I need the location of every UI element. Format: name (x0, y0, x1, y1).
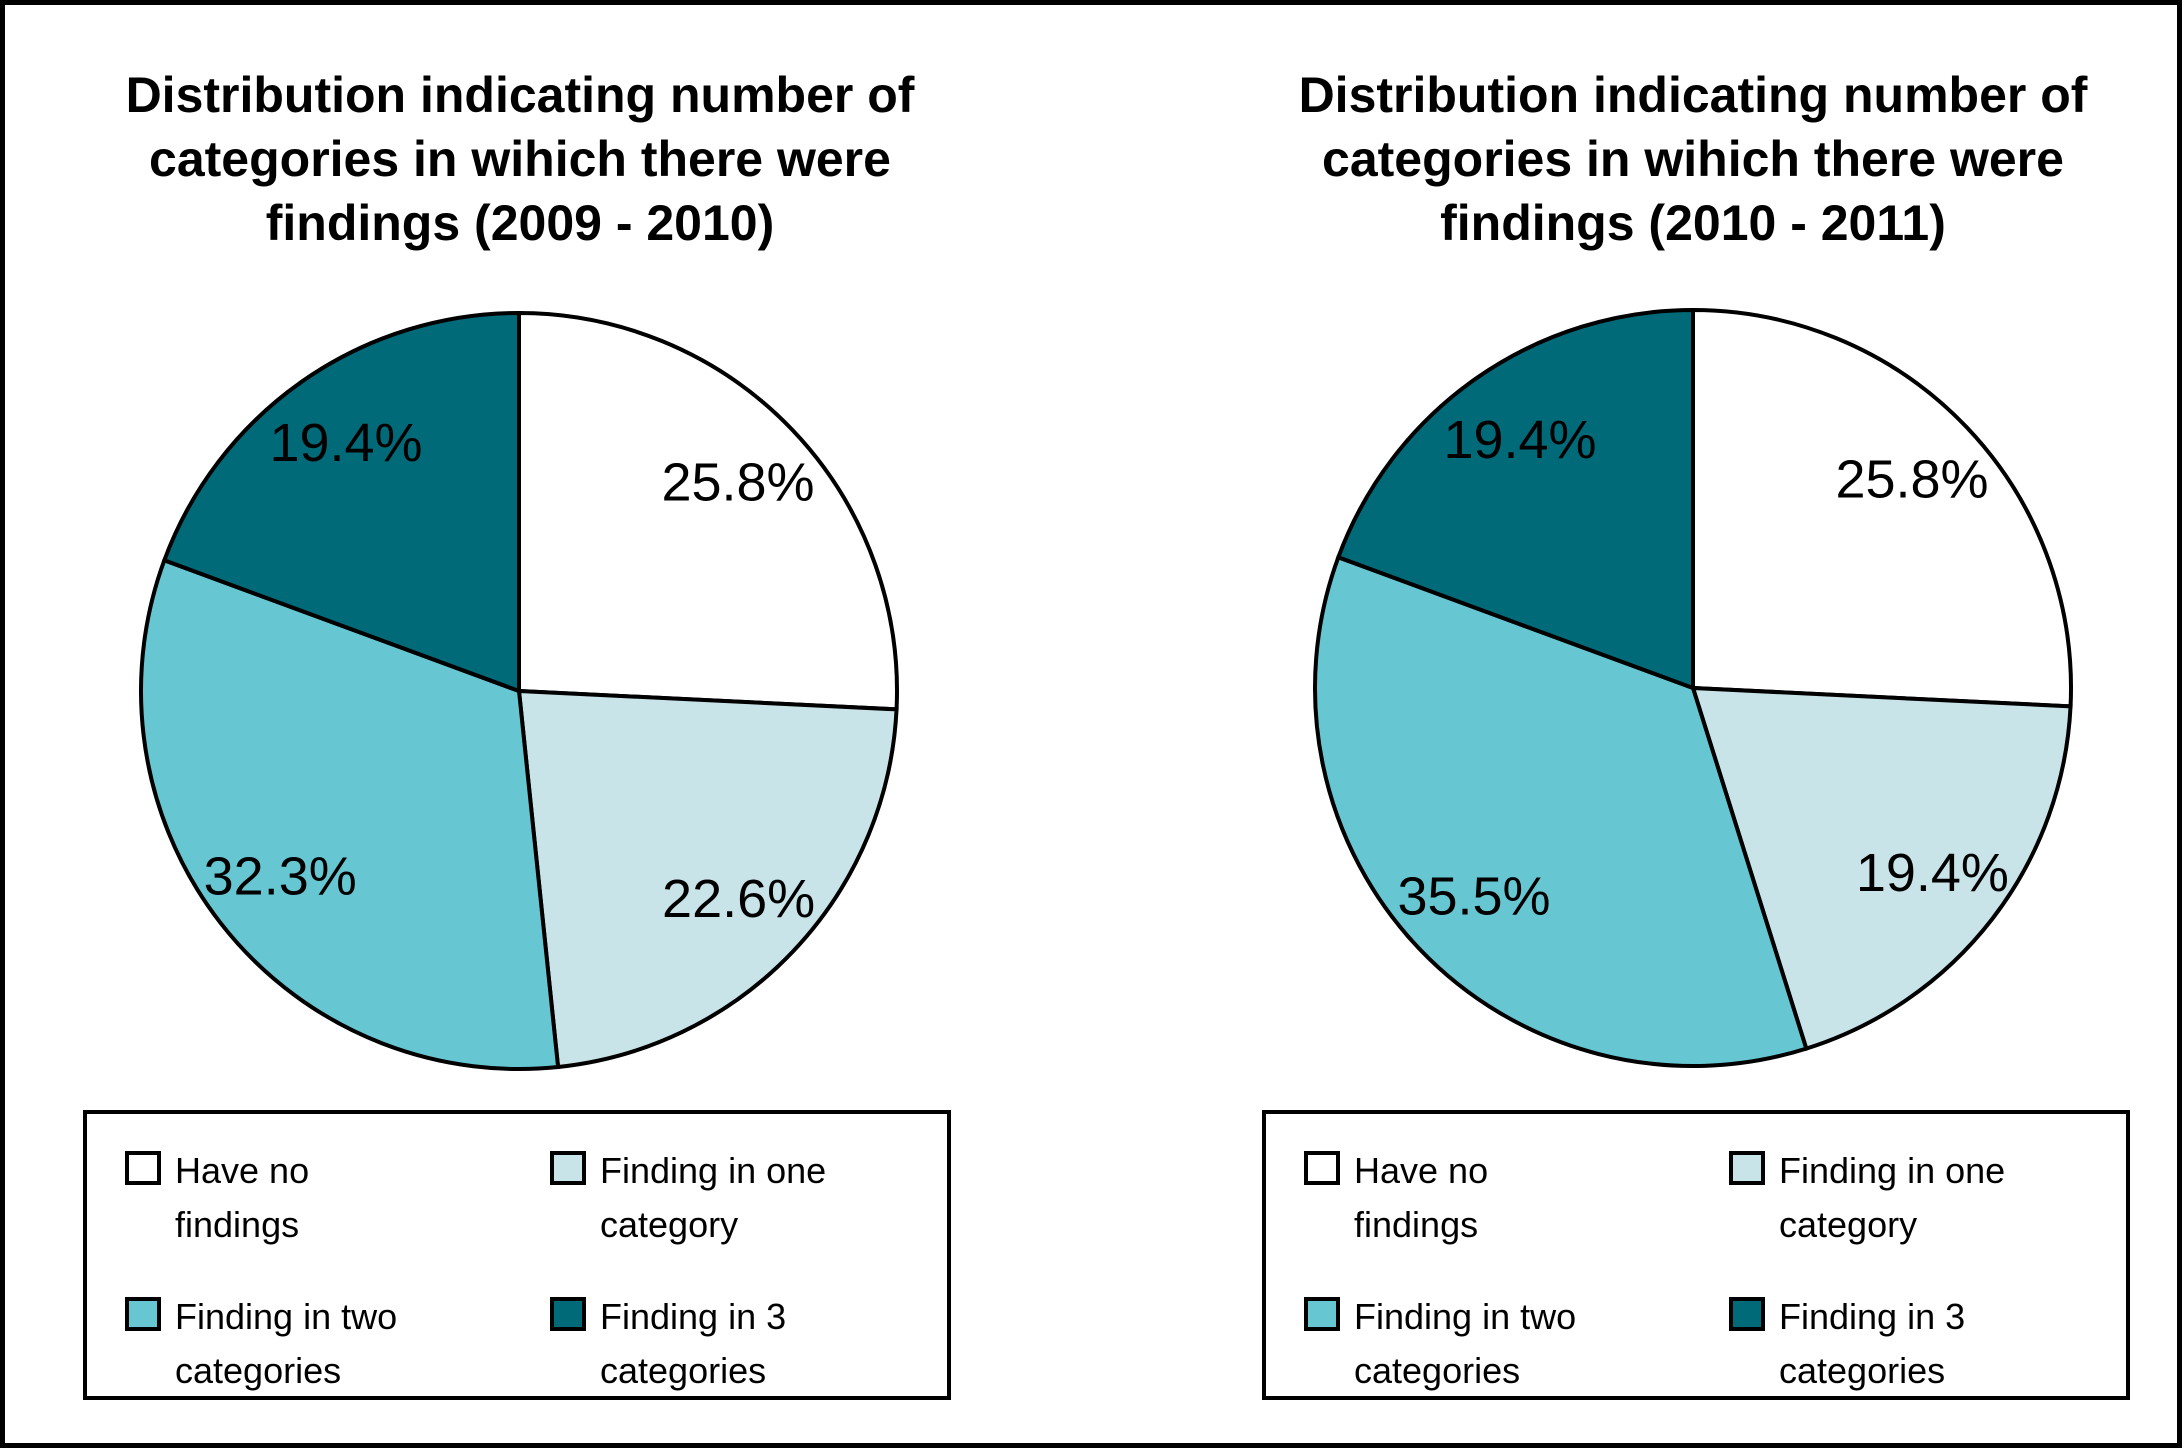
slice-percent-label: 32.3% (204, 847, 357, 907)
chart-title-line: categories in wihich there were (149, 131, 891, 187)
legend-label-line: category (600, 1204, 739, 1245)
legend-item: Finding in 3 categories (550, 1290, 937, 1398)
pie-slice (1690, 685, 2073, 1052)
chart-title-line: Distribution indicating number of (1298, 67, 2088, 123)
pie-chart-left-svg: 25.8% 22.6% 32.3% 19.4% (139, 310, 899, 1071)
legend-item: Have no findings (1304, 1144, 1729, 1252)
legend-label-line: Finding in two (1354, 1296, 1577, 1337)
legend-swatch-have-no-findings (125, 1151, 161, 1185)
legend-label-line: Finding in one (1779, 1150, 2006, 1191)
legend-item-label: Have no findings (175, 1144, 309, 1252)
legend-item: Finding in one category (550, 1144, 937, 1252)
legend-item-label: Finding in one category (600, 1144, 826, 1252)
legend-label-line: Finding in 3 (600, 1296, 787, 1337)
pie-chart-left: 25.8% 22.6% 32.3% 19.4% (129, 301, 909, 1081)
legend-item-label: Finding in one category (1779, 1144, 2005, 1252)
legend-item-label: Finding in two categories (1354, 1290, 1576, 1398)
legend-swatch-finding-in-one-category (550, 1151, 586, 1185)
legend-swatch-finding-in-3-categories (1729, 1297, 1765, 1331)
pie-slice (516, 688, 899, 1070)
legend-label-line: categories (600, 1350, 767, 1391)
chart-title-line: findings (2010 - 2011) (1440, 195, 1946, 251)
legend-swatch-finding-in-two-categories (125, 1297, 161, 1331)
pie-chart-right: 25.8% 19.4% 35.5% 19.4% (1303, 298, 2083, 1078)
chart-title-line: Distribution indicating number of (125, 67, 915, 123)
legend-label-line: Finding in two (175, 1296, 398, 1337)
slice-percent-label: 19.4% (269, 413, 422, 473)
chart-title-line: findings (2009 - 2010) (265, 195, 775, 251)
chart-title-left: Distribution indicating number of catego… (45, 63, 995, 255)
legend-item-label: Have no findings (1354, 1144, 1488, 1252)
slice-percent-label: 22.6% (662, 869, 815, 929)
pie-slice (1313, 554, 1809, 1068)
legend-item: Finding in 3 categories (1729, 1290, 2116, 1398)
legend-swatch-finding-in-one-category (1729, 1151, 1765, 1185)
slice-percent-label: 35.5% (1397, 867, 1550, 927)
legend-label-line: Finding in one (600, 1150, 827, 1191)
legend-swatch-finding-in-two-categories (1304, 1297, 1340, 1331)
pie-slice (1335, 307, 1695, 691)
legend-label-line: category (1779, 1204, 1918, 1245)
pie-slice (139, 557, 561, 1071)
chart-title-line: categories in wihich there were (1322, 131, 2064, 187)
legend-label-line: findings (175, 1204, 300, 1245)
slice-percent-label: 19.4% (1443, 410, 1596, 470)
legend-right: Have no findings Finding in one category F… (1262, 1110, 2130, 1400)
slice-percent-label: 19.4% (1856, 843, 2009, 903)
legend-label-line: Have no (1354, 1150, 1489, 1191)
legend-item: Finding in one category (1729, 1144, 2116, 1252)
legend-label-line: categories (1354, 1350, 1521, 1391)
legend-label-line: categories (175, 1350, 342, 1391)
legend-swatch-finding-in-3-categories (550, 1297, 586, 1331)
legend-item-label: Finding in 3 categories (600, 1290, 786, 1398)
legend-label-line: Finding in 3 (1779, 1296, 1966, 1337)
legend-swatch-have-no-findings (1304, 1151, 1340, 1185)
pie-slice (1691, 307, 2073, 709)
pie-chart-right-svg: 25.8% 19.4% 35.5% 19.4% (1313, 307, 2073, 1068)
legend-item: Have no findings (125, 1144, 550, 1252)
legend-label-line: categories (1779, 1350, 1946, 1391)
legend-item-label: Finding in 3 categories (1779, 1290, 1965, 1398)
slice-percent-label: 25.8% (1835, 449, 1988, 509)
legend-item: Finding in two categories (1304, 1290, 1729, 1398)
chart-title-right: Distribution indicating number of catego… (1218, 63, 2168, 255)
pie-slice (161, 310, 521, 694)
legend-item-label: Finding in two categories (175, 1290, 397, 1398)
legend-item: Finding in two categories (125, 1290, 550, 1398)
legend-label-line: Have no (175, 1150, 310, 1191)
legend-label-line: findings (1354, 1204, 1479, 1245)
slice-percent-label: 25.8% (661, 452, 814, 512)
legend-left: Have no findings Finding in one category F… (83, 1110, 951, 1400)
pie-slice (517, 310, 899, 712)
